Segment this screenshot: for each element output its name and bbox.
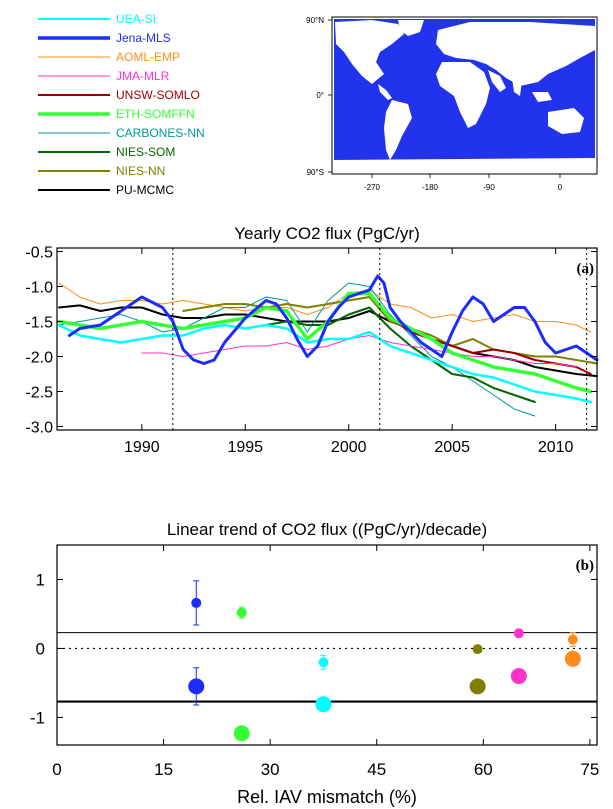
series-line-nies-nn [182, 296, 598, 365]
map-x-tick-label: -270 [364, 183, 381, 192]
scatter-point [472, 644, 483, 655]
legend-label-aoml-emp: AOML-EMP [116, 50, 180, 64]
scatter-point [469, 678, 486, 695]
panel-a-title: Yearly CO2 flux (PgC/yr) [234, 224, 419, 243]
map-y-tick-label: 0° [316, 91, 324, 100]
panel-b-points [188, 580, 581, 742]
x-tick-label: 2000 [331, 439, 367, 456]
panel-a-reference-lines [172, 248, 588, 430]
legend: UEA-SI Jena-MLS AOML-EMP JMA-MLR UNSW-SOMLO E… [38, 12, 205, 197]
legend-label-unsw-somlo: UNSW-SOMLO [116, 88, 200, 102]
map-land [334, 20, 595, 172]
map-x-tick-label: -180 [422, 183, 439, 192]
panel-b-label: (b) [576, 558, 594, 574]
y-tick-label: 0 [36, 639, 45, 658]
panel-a-x-axis: 1990 1995 2000 2005 2010 [124, 248, 574, 456]
panel-b-x-axis: 0 15 30 45 60 75 [52, 545, 599, 779]
panel-b-title: Linear trend of CO2 flux ((PgC/yr)/decad… [167, 520, 487, 539]
panel-b-linear-trend: 1 0 -1 0 15 30 45 60 75 (b) Rel. IAV mismatch (… [30, 544, 599, 807]
scatter-point [315, 696, 332, 713]
series-line-pu-mcmc [58, 304, 598, 378]
legend-label-pu-mcmc: PU-MCMC [116, 183, 174, 197]
x-tick-label: 60 [474, 760, 493, 779]
series-line-uea-si [57, 323, 593, 404]
map-x-axis: -270 -180 -90 0 [364, 174, 563, 192]
y-tick-label: -1.0 [25, 280, 53, 297]
panel-b-frame [56, 544, 598, 746]
legend-label-carbones-nn: CARBONES-NN [116, 126, 205, 140]
map-y-tick-label: 90°S [307, 168, 324, 177]
scatter-point [318, 657, 329, 668]
panel-b-y-axis: 1 0 -1 [30, 570, 597, 727]
legend-label-uea-si: UEA-SI [116, 12, 156, 26]
scatter-point [567, 634, 578, 645]
scatter-point [188, 678, 205, 695]
legend-label-eth-somffn: ETH-SOMFFN [116, 107, 195, 121]
y-tick-label: -0.5 [25, 245, 53, 262]
x-tick-label: 2010 [538, 439, 574, 456]
series-line-jena-mls [67, 274, 599, 365]
y-tick-label: -3.0 [25, 420, 53, 437]
panel-b-x-axis-label: Rel. IAV mismatch (%) [237, 787, 417, 807]
panel-a-y-axis: -0.5 -1.0 -1.5 -2.0 -2.5 -3.0 [25, 245, 597, 437]
panel-a-yearly-flux: -0.5 -1.0 -1.5 -2.0 -2.5 -3.0 1990 1995 2000 200… [25, 245, 599, 456]
panel-a-label: (a) [577, 261, 595, 277]
scatter-point [233, 725, 250, 742]
legend-label-nies-som: NIES-SOM [116, 145, 175, 159]
map-x-tick-label: -90 [483, 183, 495, 192]
scatter-point [236, 607, 247, 618]
legend-label-jma-mlr: JMA-MLR [116, 69, 170, 83]
x-tick-label: 2005 [434, 439, 470, 456]
y-tick-label: -1 [30, 708, 45, 727]
x-tick-label: 30 [261, 760, 280, 779]
scatter-point [513, 628, 524, 639]
world-map: 90°N 0° 90°S -270 -180 -90 0 [306, 16, 598, 192]
scatter-point [510, 668, 527, 685]
map-y-tick-label: 90°N [306, 16, 324, 25]
series-line-nies-som [265, 306, 536, 403]
panel-b-reference-lines [57, 632, 597, 703]
panel-a-frame [56, 247, 598, 431]
y-tick-label: -1.5 [25, 315, 53, 332]
x-tick-label: 1995 [227, 439, 263, 456]
panel-a-series [57, 274, 599, 417]
scatter-point [191, 597, 202, 608]
map-y-axis: 90°N 0° 90°S [306, 16, 332, 177]
legend-label-nies-nn: NIES-NN [116, 164, 165, 178]
scatter-point [564, 650, 581, 667]
y-tick-label: -2.5 [25, 385, 53, 402]
x-tick-label: 15 [154, 760, 173, 779]
x-tick-label: 45 [367, 760, 386, 779]
map-x-tick-label: 0 [558, 183, 563, 192]
y-tick-label: -2.0 [25, 350, 53, 367]
x-tick-label: 1990 [124, 439, 160, 456]
legend-label-jena-mls: Jena-MLS [116, 31, 171, 45]
x-tick-label: 0 [52, 760, 61, 779]
series-line-jma-mlr [141, 335, 577, 368]
y-tick-label: 1 [36, 570, 45, 589]
x-tick-label: 75 [580, 760, 599, 779]
